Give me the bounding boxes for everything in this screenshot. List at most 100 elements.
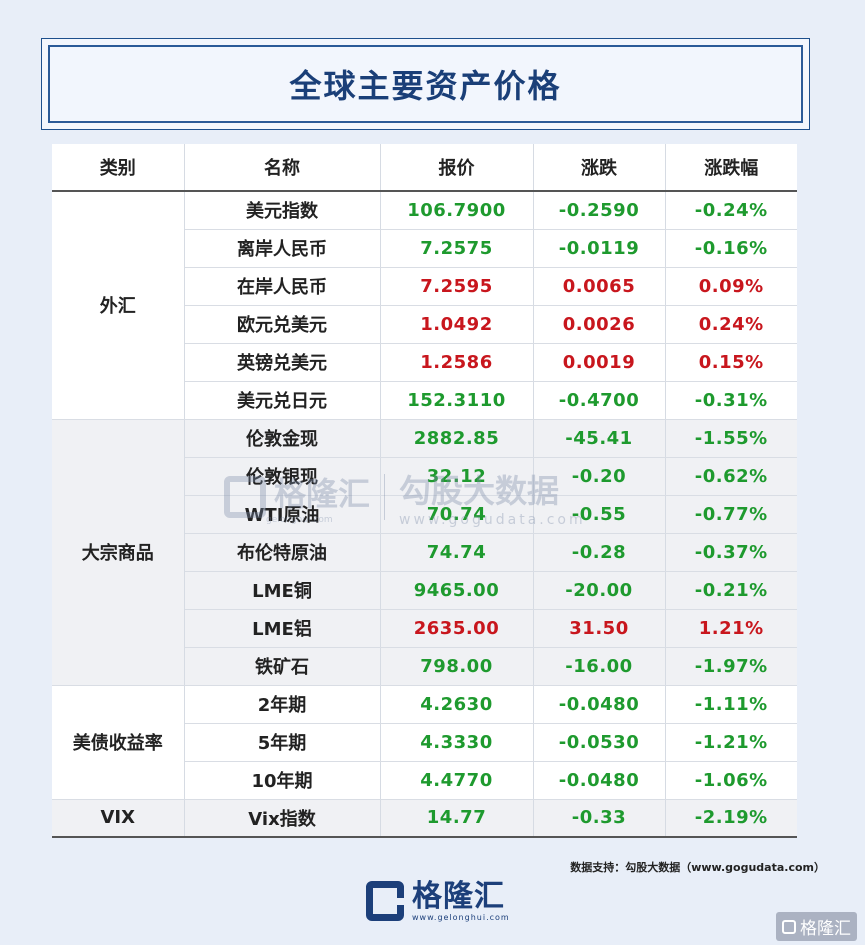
change-pct-cell: -1.21% xyxy=(665,723,797,762)
price-cell: 14.77 xyxy=(380,799,534,838)
change-cell: -45.41 xyxy=(533,419,666,458)
price-cell: 1.2586 xyxy=(380,343,534,382)
price-cell: 7.2595 xyxy=(380,267,534,306)
change-pct-cell: -0.21% xyxy=(665,571,797,610)
change-cell: -0.0480 xyxy=(533,761,666,800)
table-row: 在岸人民币 7.2595 0.0065 0.09% xyxy=(52,267,797,306)
category-cell: VIX xyxy=(52,799,185,838)
change-cell: -0.55 xyxy=(533,495,666,534)
change-pct-cell: -0.77% xyxy=(665,495,797,534)
change-cell: 0.0026 xyxy=(533,305,666,344)
change-pct-cell: -0.16% xyxy=(665,229,797,268)
price-cell: 4.2630 xyxy=(380,685,534,724)
price-cell: 798.00 xyxy=(380,647,534,686)
corner-badge-label: 格隆汇 xyxy=(800,919,851,939)
name-cell: 在岸人民币 xyxy=(184,267,381,306)
name-cell: Vix指数 xyxy=(184,799,381,838)
table-row: 欧元兑美元 1.0492 0.0026 0.24% xyxy=(52,305,797,344)
table-row: 外汇 美元指数 106.7900 -0.2590 -0.24% xyxy=(52,191,797,420)
name-cell: 10年期 xyxy=(184,761,381,800)
change-cell: -0.0119 xyxy=(533,229,666,268)
price-cell: 70.74 xyxy=(380,495,534,534)
brand-footer: 格隆汇 www.gelonghui.com xyxy=(366,878,510,924)
price-cell: 4.4770 xyxy=(380,761,534,800)
table-row: 美元兑日元 152.3110 -0.4700 -0.31% xyxy=(52,381,797,420)
table-row: 英镑兑美元 1.2586 0.0019 0.15% xyxy=(52,343,797,382)
table-row: LME铜 9465.00 -20.00 -0.21% xyxy=(52,571,797,610)
change-pct-cell: -0.62% xyxy=(665,457,797,496)
corner-logo-icon xyxy=(782,919,796,934)
table-row: 美债收益率 2年期 4.2630 -0.0480 -1.11% xyxy=(52,685,797,800)
change-pct-cell: -0.31% xyxy=(665,381,797,420)
table-header-row: 类别 名称 报价 涨跌 涨跌幅 xyxy=(52,144,797,192)
change-cell: -0.2590 xyxy=(533,191,666,230)
change-cell: -0.4700 xyxy=(533,381,666,420)
change-cell: -0.28 xyxy=(533,533,666,572)
page-title: 全球主要资产价格 xyxy=(289,67,562,105)
change-pct-cell: -1.97% xyxy=(665,647,797,686)
category-cell: 外汇 xyxy=(52,191,185,420)
change-cell: 31.50 xyxy=(533,609,666,648)
price-cell: 32.12 xyxy=(380,457,534,496)
table-row: 5年期 4.3330 -0.0530 -1.21% xyxy=(52,723,797,762)
name-cell: 布伦特原油 xyxy=(184,533,381,572)
table-row: WTI原油 70.74 -0.55 -0.77% xyxy=(52,495,797,534)
change-pct-cell: 1.21% xyxy=(665,609,797,648)
change-cell: 0.0065 xyxy=(533,267,666,306)
name-cell: 2年期 xyxy=(184,685,381,724)
asset-price-table: 类别 名称 报价 涨跌 涨跌幅 外汇 美元指数 106.7900 -0.2590 -0.… xyxy=(52,144,797,838)
price-cell: 152.3110 xyxy=(380,381,534,420)
brand-url: www.gelonghui.com xyxy=(412,912,510,922)
name-cell: 5年期 xyxy=(184,723,381,762)
change-cell: -0.33 xyxy=(533,799,666,838)
name-cell: WTI原油 xyxy=(184,495,381,534)
change-pct-cell: 0.09% xyxy=(665,267,797,306)
change-pct-cell: -1.06% xyxy=(665,761,797,800)
table-row: VIX Vix指数 14.77 -0.33 -2.19% xyxy=(52,799,797,838)
price-cell: 2635.00 xyxy=(380,609,534,648)
price-cell: 7.2575 xyxy=(380,229,534,268)
gelonghui-logo-icon xyxy=(366,881,404,921)
name-cell: LME铝 xyxy=(184,609,381,648)
price-cell: 106.7900 xyxy=(380,191,534,230)
name-cell: LME铜 xyxy=(184,571,381,610)
header-category: 类别 xyxy=(52,144,185,192)
change-pct-cell: -0.24% xyxy=(665,191,797,230)
table-row: 10年期 4.4770 -0.0480 -1.06% xyxy=(52,761,797,800)
change-pct-cell: -0.37% xyxy=(665,533,797,572)
change-cell: 0.0019 xyxy=(533,343,666,382)
price-cell: 9465.00 xyxy=(380,571,534,610)
header-change-pct: 涨跌幅 xyxy=(665,144,797,192)
change-pct-cell: -1.11% xyxy=(665,685,797,724)
change-cell: -0.20 xyxy=(533,457,666,496)
change-cell: -0.0480 xyxy=(533,685,666,724)
table-row: 铁矿石 798.00 -16.00 -1.97% xyxy=(52,647,797,686)
change-cell: -20.00 xyxy=(533,571,666,610)
name-cell: 英镑兑美元 xyxy=(184,343,381,382)
price-cell: 2882.85 xyxy=(380,419,534,458)
price-cell: 1.0492 xyxy=(380,305,534,344)
change-pct-cell: -1.55% xyxy=(665,419,797,458)
table-row: LME铝 2635.00 31.50 1.21% xyxy=(52,609,797,648)
name-cell: 伦敦银现 xyxy=(184,457,381,496)
change-cell: -0.0530 xyxy=(533,723,666,762)
change-pct-cell: -2.19% xyxy=(665,799,797,838)
corner-badge: 格隆汇 xyxy=(776,912,857,941)
price-cell: 74.74 xyxy=(380,533,534,572)
header-name: 名称 xyxy=(184,144,381,192)
name-cell: 美元指数 xyxy=(184,191,381,230)
name-cell: 离岸人民币 xyxy=(184,229,381,268)
name-cell: 美元兑日元 xyxy=(184,381,381,420)
change-pct-cell: 0.24% xyxy=(665,305,797,344)
table-row: 伦敦银现 32.12 -0.20 -0.62% xyxy=(52,457,797,496)
table-body: 外汇 美元指数 106.7900 -0.2590 -0.24% 离岸人民币 7.2575 -0… xyxy=(52,191,797,838)
header-change: 涨跌 xyxy=(533,144,666,192)
price-cell: 4.3330 xyxy=(380,723,534,762)
category-cell: 美债收益率 xyxy=(52,685,185,800)
brand-name: 格隆汇 xyxy=(412,878,505,914)
category-cell: 大宗商品 xyxy=(52,419,185,686)
title-frame: 全球主要资产价格 xyxy=(41,38,810,130)
change-cell: -16.00 xyxy=(533,647,666,686)
table-row: 离岸人民币 7.2575 -0.0119 -0.16% xyxy=(52,229,797,268)
asset-price-table-container: 类别 名称 报价 涨跌 涨跌幅 外汇 美元指数 106.7900 -0.2590 -0.… xyxy=(52,144,797,838)
